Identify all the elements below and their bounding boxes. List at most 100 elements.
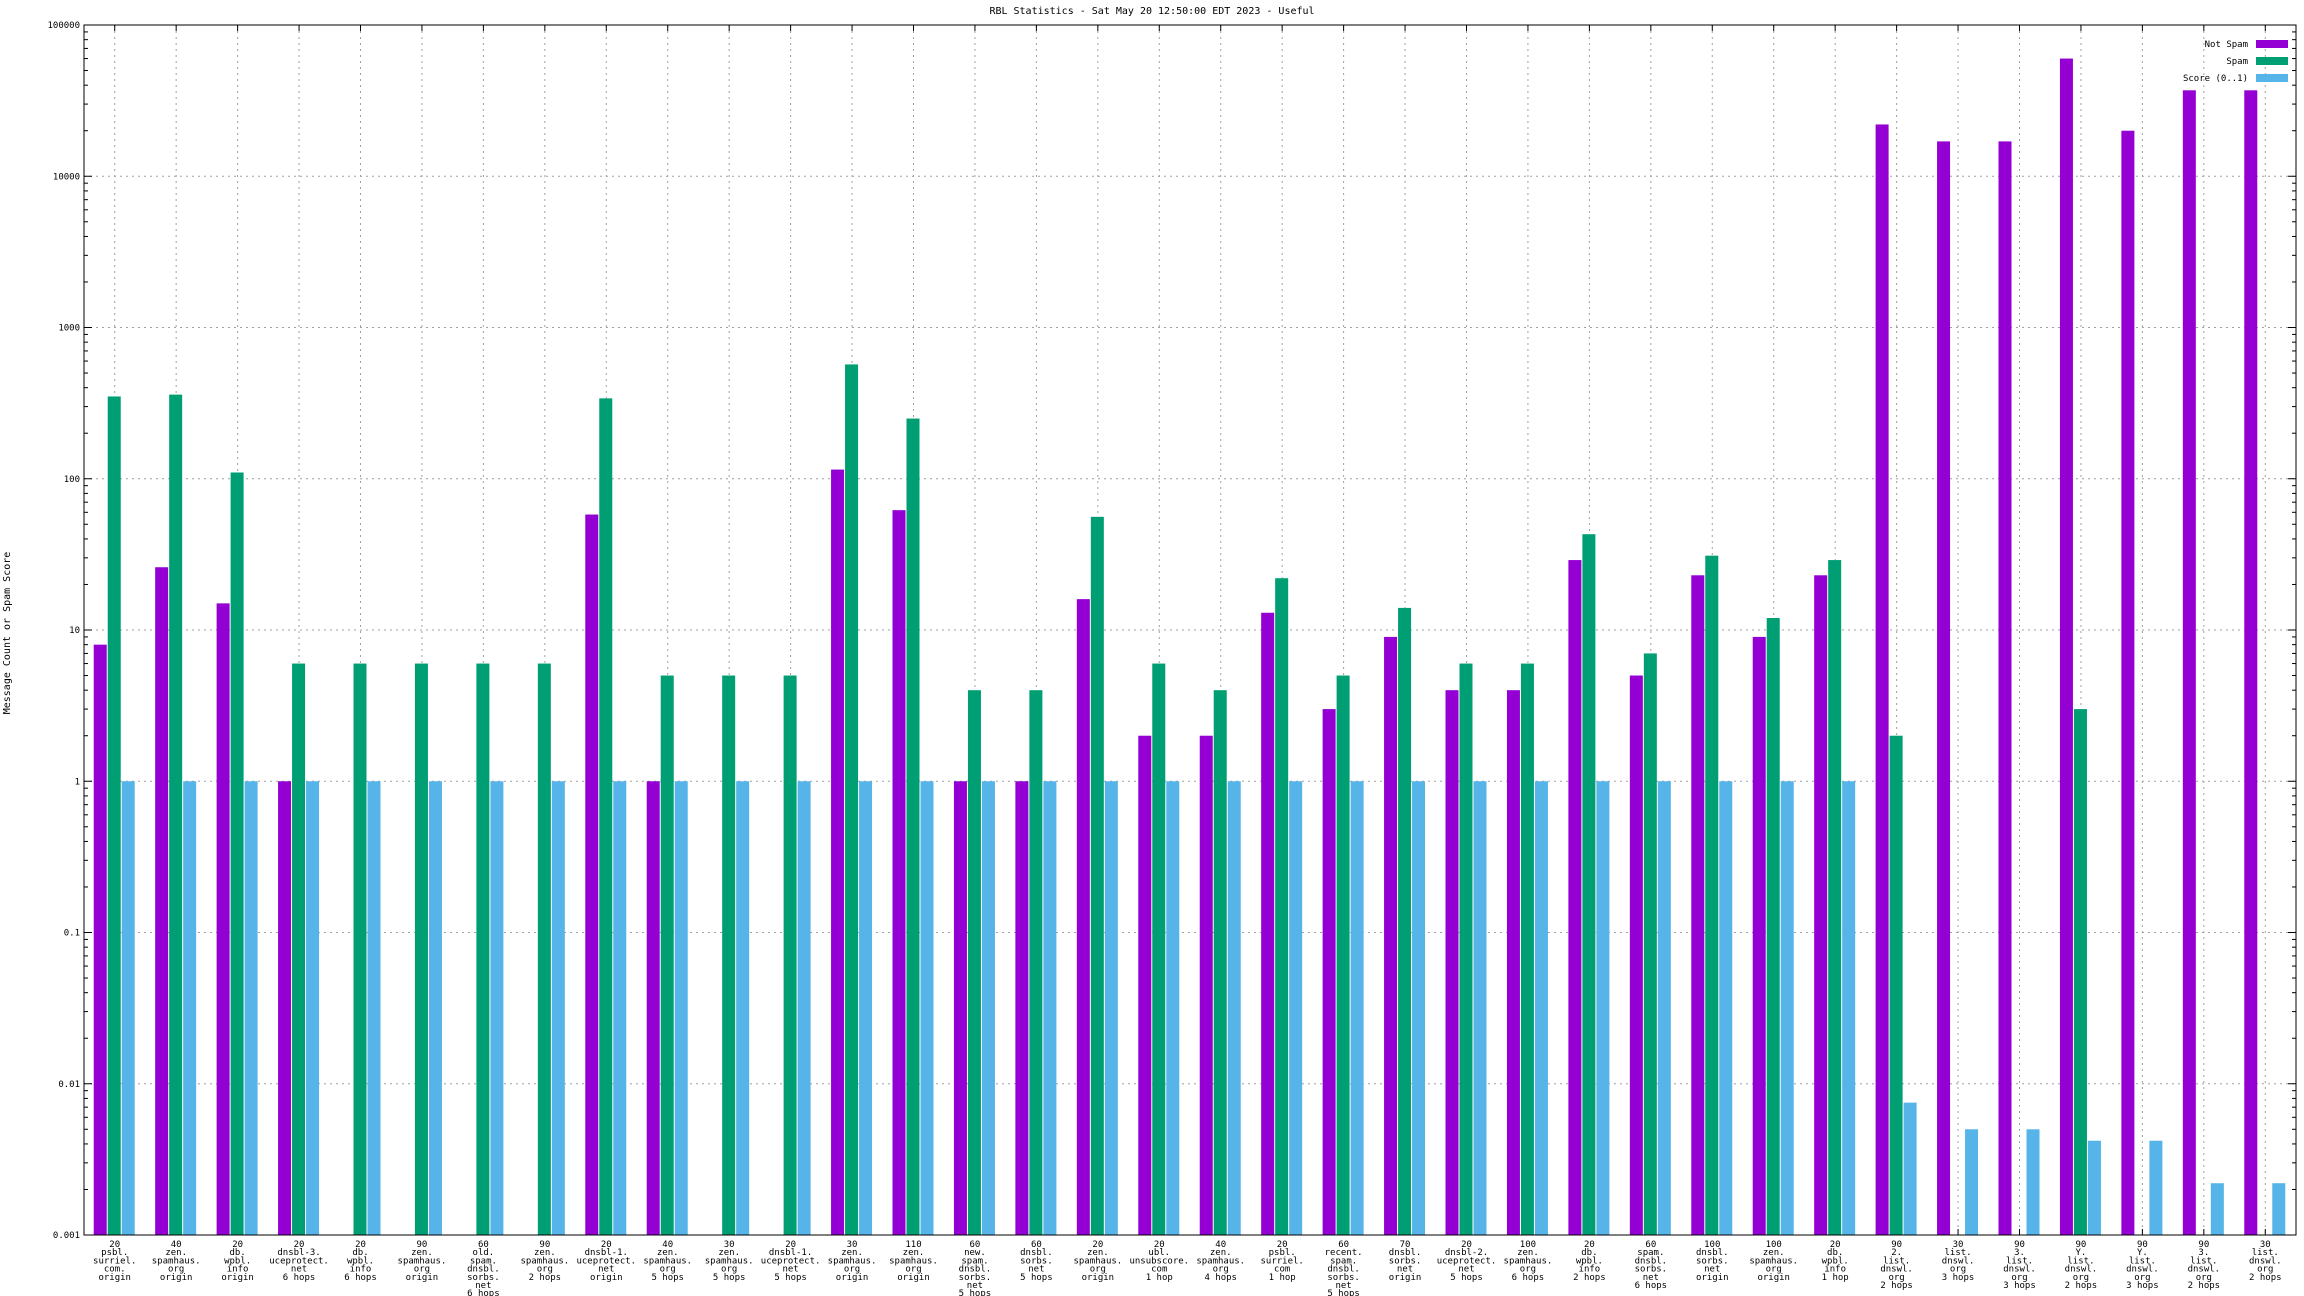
not-spam-bar [1445, 690, 1459, 1235]
x-tick-label: 20 zen. spamhaus. org origin [1073, 1240, 1122, 1283]
spam-bar [1828, 560, 1842, 1235]
x-tick-label: 90 Y. list. dnswl. org 3 hops [2126, 1240, 2159, 1291]
score-bar [1289, 781, 1303, 1235]
y-tick-label: 1000 [58, 324, 80, 334]
x-tick-label: 30 zen. spamhaus. org 5 hops [705, 1240, 754, 1283]
not-spam-bar [831, 469, 845, 1235]
score-bar [613, 781, 627, 1235]
spam-bar [414, 663, 428, 1235]
not-spam-bar [1199, 735, 1213, 1235]
x-tick-label: 90 zen. spamhaus. org origin [398, 1240, 447, 1283]
not-spam-bar [1814, 575, 1828, 1235]
legend-spam-label: Spam [2226, 57, 2248, 67]
not-spam-bar [1629, 675, 1643, 1235]
y-tick-label: 1 [75, 777, 80, 787]
legend-score-label: Score (0..1) [2183, 74, 2248, 84]
x-tick-label: 20 ubl. unsubscore. com 1 hop [1129, 1240, 1189, 1283]
score-bar [428, 781, 442, 1235]
not-spam-bar [1322, 709, 1336, 1235]
chart-title: RBL Statistics - Sat May 20 12:50:00 EDT… [989, 6, 1314, 17]
score-bar [183, 781, 197, 1235]
x-tick-label: 60 dnsbl. sorbs. net 5 hops [1020, 1240, 1053, 1283]
spam-bar [1520, 663, 1534, 1235]
spam-bar [1152, 663, 1166, 1235]
score-bar [1780, 781, 1794, 1235]
x-tick-label: 40 zen. spamhaus. org 4 hops [1196, 1240, 1245, 1283]
score-bar [1657, 781, 1671, 1235]
not-spam-bar [892, 510, 906, 1235]
score-bar [2210, 1183, 2224, 1235]
x-tick-label: 100 dnsbl. sorbs. net origin [1696, 1240, 1729, 1283]
score-bar [736, 781, 750, 1235]
not-spam-bar [1384, 636, 1398, 1235]
spam-bar [783, 675, 797, 1235]
x-tick-label: 60 new. spam. dnsbl. sorbs. net 5 hops [959, 1240, 992, 1296]
score-bar [244, 781, 258, 1235]
y-ticks: 0.001 0.01 0.1 1 10 100 1000 10000 100000 [47, 21, 2296, 1241]
spam-bar [169, 394, 183, 1235]
spam-bar [1213, 690, 1227, 1235]
x-tick-label: 110 zen. spamhaus. org origin [889, 1240, 938, 1283]
score-bar [1965, 1129, 1979, 1235]
x-tick-label: 40 zen. spamhaus. org origin [152, 1240, 201, 1283]
not-spam-bar [1568, 560, 1582, 1235]
spam-bar [230, 472, 244, 1235]
score-bar [1596, 781, 1610, 1235]
x-tick-label: 90 3. list. dnswl. org 2 hops [2188, 1240, 2221, 1291]
score-bar [797, 781, 811, 1235]
spam-bar [1705, 555, 1719, 1235]
x-tick-label: 40 zen. spamhaus. org 5 hops [643, 1240, 692, 1283]
x-labels: 20 psbl. surriel. com. origin 40 zen. spamhaus.… [93, 1240, 2281, 1296]
x-tick-label: 60 old. spam. dnsbl. sorbs. net 6 hops [467, 1240, 500, 1296]
x-tick-label: 90 2. list. dnswl. org 2 hops [1880, 1240, 1913, 1291]
spam-bar [660, 675, 674, 1235]
not-spam-bar [2182, 90, 2196, 1236]
spam-bar [1336, 675, 1350, 1235]
score-bar [2026, 1129, 2040, 1235]
not-spam-bar [1076, 599, 1090, 1235]
score-bar [1043, 781, 1057, 1235]
x-tick-label: 30 list. dnswl. org 2 hops [2249, 1240, 2282, 1283]
x-tick-label: 100 zen. spamhaus. org origin [1749, 1240, 1798, 1283]
x-tick-label: 100 zen. spamhaus. org 6 hops [1504, 1240, 1553, 1283]
x-tick-label: 20 dnsbl-1. uceprotect. net origin [576, 1240, 636, 1283]
not-spam-bar [1937, 141, 1951, 1235]
score-bar [1473, 781, 1487, 1235]
not-spam-bar [1138, 735, 1152, 1235]
spam-bar [353, 663, 367, 1235]
x-tick-label: 30 list. dnswl. org 3 hops [1942, 1240, 1975, 1283]
y-tick-label: 10000 [53, 172, 80, 182]
score-bar [1227, 781, 1241, 1235]
legend-score-swatch [2256, 74, 2288, 82]
x-tick-label: 60 spam. dnsbl. sorbs. net 6 hops [1635, 1240, 1668, 1291]
score-bar [2272, 1183, 2286, 1235]
score-bar [121, 781, 135, 1235]
y-tick-label: 100000 [47, 21, 80, 31]
not-spam-bar [1691, 575, 1705, 1235]
not-spam-bar [1506, 690, 1520, 1235]
score-bar [1104, 781, 1118, 1235]
x-tick-label: 60 recent. spam. dnsbl. sorbs. net 5 hops [1325, 1240, 1363, 1296]
x-tick-label: 20 db. wpbl. info 2 hops [1573, 1240, 1606, 1283]
not-spam-bar [646, 781, 660, 1235]
x-tick-label: 90 Y. list. dnswl. org 2 hops [2065, 1240, 2098, 1291]
not-spam-bar [2121, 130, 2135, 1235]
x-tick-label: 30 zen. spamhaus. org origin [828, 1240, 877, 1283]
not-spam-bar [2244, 90, 2258, 1236]
spam-bar [906, 418, 920, 1235]
y-tick-label: 10 [69, 626, 80, 636]
not-spam-bar [216, 603, 230, 1235]
spam-bar [1459, 663, 1473, 1235]
spam-bar [967, 690, 981, 1235]
score-bar [1719, 781, 1733, 1235]
score-bar [859, 781, 873, 1235]
score-bar [2149, 1140, 2163, 1235]
legend-spam-swatch [2256, 57, 2288, 65]
score-bar [920, 781, 934, 1235]
x-tick-label: 20 dnsbl-3. uceprotect. net 6 hops [269, 1240, 329, 1283]
score-bar [1842, 781, 1856, 1235]
spam-bar [599, 398, 613, 1236]
spam-bar [1766, 618, 1780, 1235]
not-spam-bar [1998, 141, 2012, 1235]
